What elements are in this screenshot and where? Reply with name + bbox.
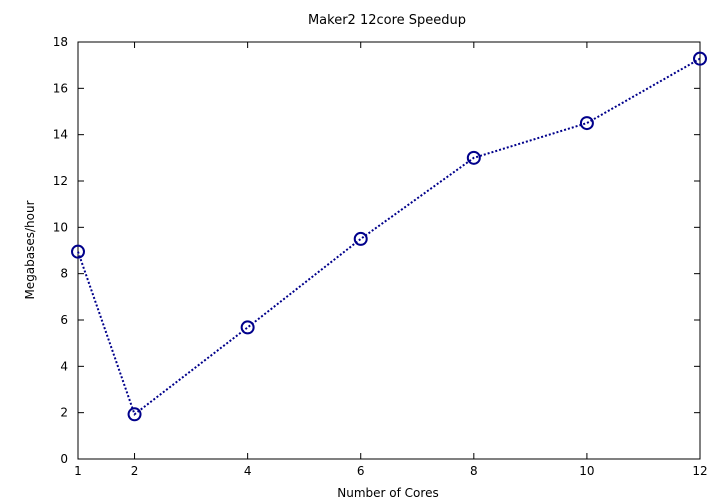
data-point — [127, 407, 142, 422]
y-axis-label: Megabases/hour — [23, 200, 37, 299]
y-tick-label: 14 — [53, 128, 68, 142]
y-tick-label: 4 — [60, 359, 68, 373]
x-axis-label: Number of Cores — [337, 486, 438, 500]
y-tick-label: 6 — [60, 313, 68, 327]
data-point — [240, 320, 255, 335]
data-point — [579, 116, 594, 131]
plot-area — [77, 41, 701, 460]
x-tick-label: 10 — [579, 464, 594, 478]
data-point — [71, 244, 85, 259]
y-tick-label: 10 — [53, 220, 68, 234]
x-tick-label: 2 — [131, 464, 139, 478]
x-tick-label: 4 — [244, 464, 252, 478]
x-tick-label: 12 — [692, 464, 707, 478]
series-line — [77, 57, 701, 416]
x-tick-label: 6 — [357, 464, 365, 478]
data-point — [693, 51, 707, 66]
y-tick-label: 12 — [53, 174, 68, 188]
y-tick-label: 18 — [53, 35, 68, 49]
y-axis: 0 2 4 6 8 10 12 14 16 18 — [53, 35, 700, 466]
data-point — [353, 231, 368, 246]
x-tick-label: 1 — [74, 464, 82, 478]
y-tick-label: 0 — [60, 452, 68, 466]
y-tick-label: 8 — [60, 267, 68, 281]
x-tick-label: 8 — [470, 464, 478, 478]
series-layer — [71, 51, 707, 422]
data-point — [466, 150, 481, 165]
chart-title: Maker2 12core Speedup — [308, 13, 466, 28]
y-tick-label: 2 — [60, 406, 68, 420]
y-tick-label: 16 — [53, 81, 68, 95]
x-axis: 1 2 4 6 8 10 12 — [74, 42, 708, 478]
